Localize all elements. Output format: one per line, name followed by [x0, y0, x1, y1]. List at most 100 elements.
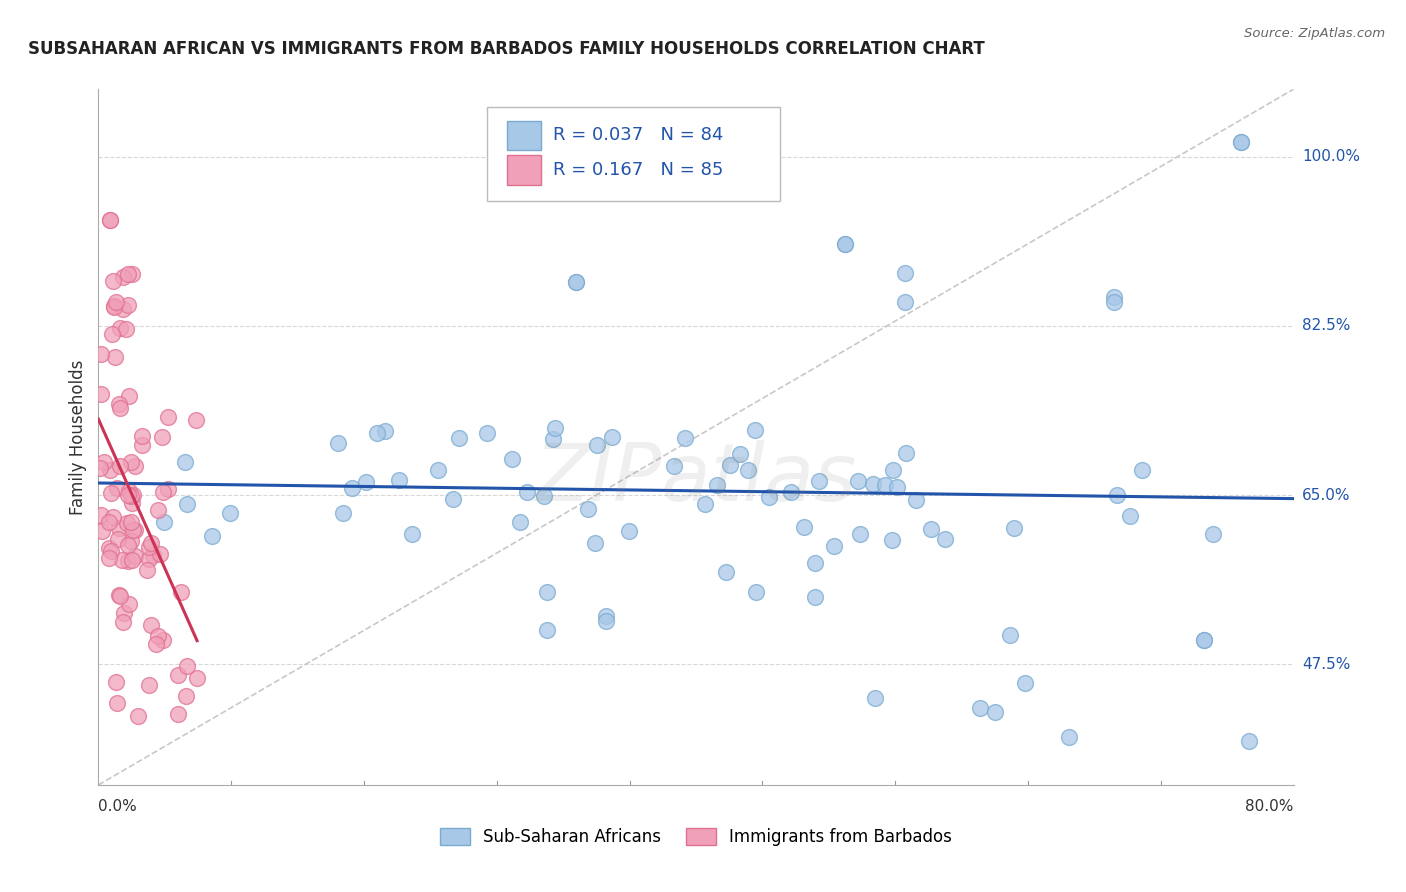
Point	[89, 460, 111, 475]
Point	[152, 485, 174, 500]
Point	[121, 488, 143, 502]
Bar	[508, 120, 541, 150]
Point	[112, 270, 135, 285]
Point	[728, 447, 751, 461]
Point	[136, 563, 159, 577]
Point	[1192, 633, 1215, 648]
Point	[139, 536, 162, 550]
Text: R = 0.037   N = 84: R = 0.037 N = 84	[553, 126, 723, 145]
Point	[780, 485, 803, 500]
Point	[1130, 463, 1153, 477]
Point	[184, 413, 207, 427]
Point	[108, 589, 131, 603]
Point	[121, 553, 143, 567]
Text: R = 0.167   N = 85: R = 0.167 N = 85	[553, 161, 723, 179]
Point	[201, 529, 224, 543]
Point	[121, 523, 143, 537]
Point	[166, 706, 188, 721]
Point	[1237, 734, 1260, 748]
Point	[105, 675, 128, 690]
Point	[111, 553, 134, 567]
Point	[894, 266, 917, 280]
Point	[176, 497, 198, 511]
Point	[145, 637, 167, 651]
Text: SUBSAHARAN AFRICAN VS IMMIGRANTS FROM BARBADOS FAMILY HOUSEHOLDS CORRELATION CHA: SUBSAHARAN AFRICAN VS IMMIGRANTS FROM BA…	[28, 40, 984, 58]
Point	[1230, 136, 1253, 150]
Point	[886, 480, 908, 494]
Point	[565, 276, 588, 290]
Point	[1192, 633, 1215, 648]
Point	[576, 501, 599, 516]
Point	[823, 539, 845, 553]
Point	[103, 299, 125, 313]
Point	[157, 409, 180, 424]
Point	[1104, 294, 1126, 309]
Point	[117, 488, 139, 502]
Point	[100, 486, 122, 500]
Point	[388, 474, 411, 488]
Point	[366, 425, 388, 440]
Point	[97, 541, 120, 555]
Point	[501, 452, 523, 467]
Point	[111, 301, 134, 316]
Point	[105, 294, 128, 309]
Point	[139, 618, 162, 632]
Point	[714, 566, 737, 580]
Point	[167, 668, 190, 682]
Point	[427, 463, 450, 477]
Point	[934, 532, 956, 546]
Point	[544, 421, 567, 435]
Point	[107, 532, 129, 546]
Point	[673, 431, 696, 445]
Point	[118, 597, 141, 611]
Bar	[508, 155, 541, 185]
Point	[101, 510, 124, 524]
Point	[1202, 527, 1225, 541]
Point	[536, 624, 558, 638]
Point	[90, 508, 112, 522]
Point	[97, 550, 120, 565]
Point	[131, 438, 153, 452]
Point	[706, 478, 728, 492]
Point	[131, 429, 153, 443]
Point	[93, 455, 115, 469]
Point	[969, 700, 991, 714]
Point	[1104, 290, 1126, 304]
Point	[516, 484, 538, 499]
Legend: Sub-Saharan Africans, Immigrants from Barbados: Sub-Saharan Africans, Immigrants from Ba…	[433, 822, 959, 853]
Point	[920, 522, 942, 536]
Point	[693, 497, 716, 511]
Point	[896, 446, 918, 460]
Point	[374, 424, 396, 438]
Point	[356, 475, 378, 490]
Point	[804, 556, 827, 570]
FancyBboxPatch shape	[486, 106, 780, 201]
Point	[600, 430, 623, 444]
Point	[146, 503, 169, 517]
Point	[124, 549, 146, 563]
Point	[744, 423, 766, 437]
Point	[169, 584, 191, 599]
Point	[121, 267, 143, 281]
Text: 100.0%: 100.0%	[1302, 149, 1360, 164]
Point	[894, 294, 917, 309]
Point	[108, 458, 131, 473]
Point	[98, 515, 121, 529]
Point	[865, 690, 887, 705]
Point	[117, 267, 139, 281]
Point	[108, 521, 131, 535]
Point	[115, 322, 138, 336]
Point	[882, 533, 904, 547]
Point	[152, 632, 174, 647]
Point	[117, 516, 139, 531]
Point	[718, 458, 741, 473]
Point	[150, 430, 173, 444]
Point	[1059, 730, 1081, 744]
Point	[905, 493, 928, 508]
Point	[112, 606, 135, 620]
Point	[146, 629, 169, 643]
Point	[142, 548, 165, 562]
Point	[90, 524, 112, 539]
Point	[120, 534, 142, 549]
Point	[117, 554, 139, 568]
